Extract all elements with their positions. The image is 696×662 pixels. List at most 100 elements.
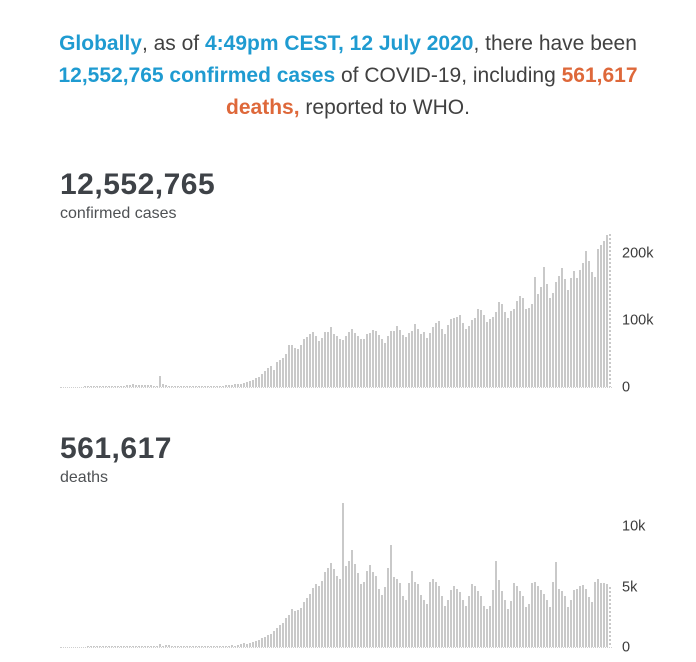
- daily-bar[interactable]: [453, 317, 455, 387]
- daily-bar[interactable]: [405, 336, 407, 387]
- daily-bar[interactable]: [249, 380, 251, 387]
- daily-bar[interactable]: [297, 348, 299, 387]
- daily-bar[interactable]: [120, 645, 122, 647]
- daily-bar[interactable]: [348, 331, 350, 387]
- daily-bar[interactable]: [90, 385, 92, 387]
- daily-bar[interactable]: [324, 331, 326, 387]
- daily-bar[interactable]: [564, 595, 566, 647]
- daily-bar[interactable]: [357, 572, 359, 647]
- daily-bar[interactable]: [354, 332, 356, 387]
- daily-bar[interactable]: [360, 583, 362, 647]
- daily-bar[interactable]: [342, 502, 344, 647]
- daily-bar[interactable]: [492, 589, 494, 647]
- daily-bar[interactable]: [540, 286, 542, 387]
- daily-bar[interactable]: [99, 645, 101, 647]
- daily-bar[interactable]: [366, 333, 368, 387]
- daily-bar[interactable]: [321, 337, 323, 387]
- daily-bar[interactable]: [444, 605, 446, 647]
- daily-bar[interactable]: [507, 317, 509, 387]
- daily-bar[interactable]: [501, 590, 503, 647]
- daily-bar[interactable]: [501, 303, 503, 387]
- daily-bar[interactable]: [384, 342, 386, 387]
- daily-bar[interactable]: [318, 340, 320, 387]
- daily-bar[interactable]: [324, 571, 326, 647]
- daily-bar[interactable]: [180, 385, 182, 387]
- daily-bar[interactable]: [234, 645, 236, 647]
- daily-bar[interactable]: [201, 645, 203, 647]
- daily-bar[interactable]: [204, 385, 206, 387]
- daily-bar[interactable]: [417, 328, 419, 387]
- daily-bar[interactable]: [516, 300, 518, 387]
- daily-bar[interactable]: [174, 645, 176, 647]
- daily-bar[interactable]: [456, 588, 458, 647]
- daily-bar[interactable]: [123, 385, 125, 387]
- daily-bar[interactable]: [582, 262, 584, 387]
- daily-bar[interactable]: [408, 582, 410, 647]
- daily-bar[interactable]: [459, 314, 461, 387]
- daily-bar[interactable]: [507, 608, 509, 647]
- daily-bar[interactable]: [222, 645, 224, 647]
- daily-bar[interactable]: [327, 567, 329, 647]
- daily-bar[interactable]: [462, 599, 464, 647]
- daily-bar[interactable]: [468, 595, 470, 647]
- daily-bar[interactable]: [438, 585, 440, 647]
- daily-bar[interactable]: [285, 617, 287, 647]
- daily-bar[interactable]: [522, 595, 524, 647]
- daily-bar[interactable]: [414, 323, 416, 387]
- daily-bar[interactable]: [336, 575, 338, 647]
- daily-bar[interactable]: [147, 384, 149, 387]
- daily-bar[interactable]: [381, 594, 383, 647]
- daily-bar[interactable]: [375, 330, 377, 387]
- daily-bar[interactable]: [357, 335, 359, 387]
- daily-bar[interactable]: [531, 582, 533, 647]
- daily-bar[interactable]: [519, 295, 521, 387]
- daily-bar[interactable]: [579, 585, 581, 647]
- daily-bar[interactable]: [189, 385, 191, 387]
- daily-bar[interactable]: [318, 585, 320, 647]
- daily-bar[interactable]: [114, 385, 116, 387]
- daily-bar[interactable]: [585, 250, 587, 387]
- daily-bar[interactable]: [483, 605, 485, 647]
- daily-bar[interactable]: [339, 578, 341, 647]
- daily-bar[interactable]: [156, 385, 158, 387]
- daily-bar[interactable]: [402, 595, 404, 647]
- daily-bar[interactable]: [120, 385, 122, 387]
- daily-bar[interactable]: [567, 606, 569, 647]
- daily-bar[interactable]: [477, 308, 479, 387]
- daily-bar[interactable]: [609, 233, 611, 387]
- daily-bar[interactable]: [420, 594, 422, 647]
- daily-bar[interactable]: [549, 297, 551, 387]
- daily-bar[interactable]: [381, 338, 383, 387]
- daily-bar[interactable]: [393, 330, 395, 387]
- daily-bar[interactable]: [561, 267, 563, 387]
- daily-bar[interactable]: [132, 383, 134, 387]
- daily-bar[interactable]: [255, 377, 257, 387]
- daily-bar[interactable]: [87, 645, 89, 647]
- daily-bar[interactable]: [102, 385, 104, 387]
- daily-bar[interactable]: [504, 599, 506, 647]
- daily-bar[interactable]: [603, 240, 605, 387]
- daily-bar[interactable]: [246, 381, 248, 387]
- daily-bar[interactable]: [534, 581, 536, 647]
- daily-bar[interactable]: [198, 645, 200, 647]
- daily-bar[interactable]: [207, 385, 209, 387]
- daily-bar[interactable]: [156, 645, 158, 647]
- daily-bar[interactable]: [129, 645, 131, 647]
- daily-bar[interactable]: [90, 645, 92, 647]
- daily-bar[interactable]: [495, 560, 497, 647]
- daily-bar[interactable]: [186, 385, 188, 387]
- daily-bar[interactable]: [276, 361, 278, 387]
- daily-bar[interactable]: [240, 383, 242, 387]
- daily-bar[interactable]: [231, 644, 233, 647]
- daily-bar[interactable]: [273, 369, 275, 387]
- daily-bar[interactable]: [411, 330, 413, 387]
- daily-bar[interactable]: [306, 336, 308, 387]
- daily-bar[interactable]: [279, 359, 281, 387]
- daily-bar[interactable]: [372, 571, 374, 647]
- daily-bar[interactable]: [126, 645, 128, 647]
- daily-bar[interactable]: [198, 385, 200, 387]
- daily-bar[interactable]: [117, 645, 119, 647]
- daily-bar[interactable]: [165, 644, 167, 647]
- daily-bar[interactable]: [555, 281, 557, 387]
- daily-bar[interactable]: [189, 645, 191, 647]
